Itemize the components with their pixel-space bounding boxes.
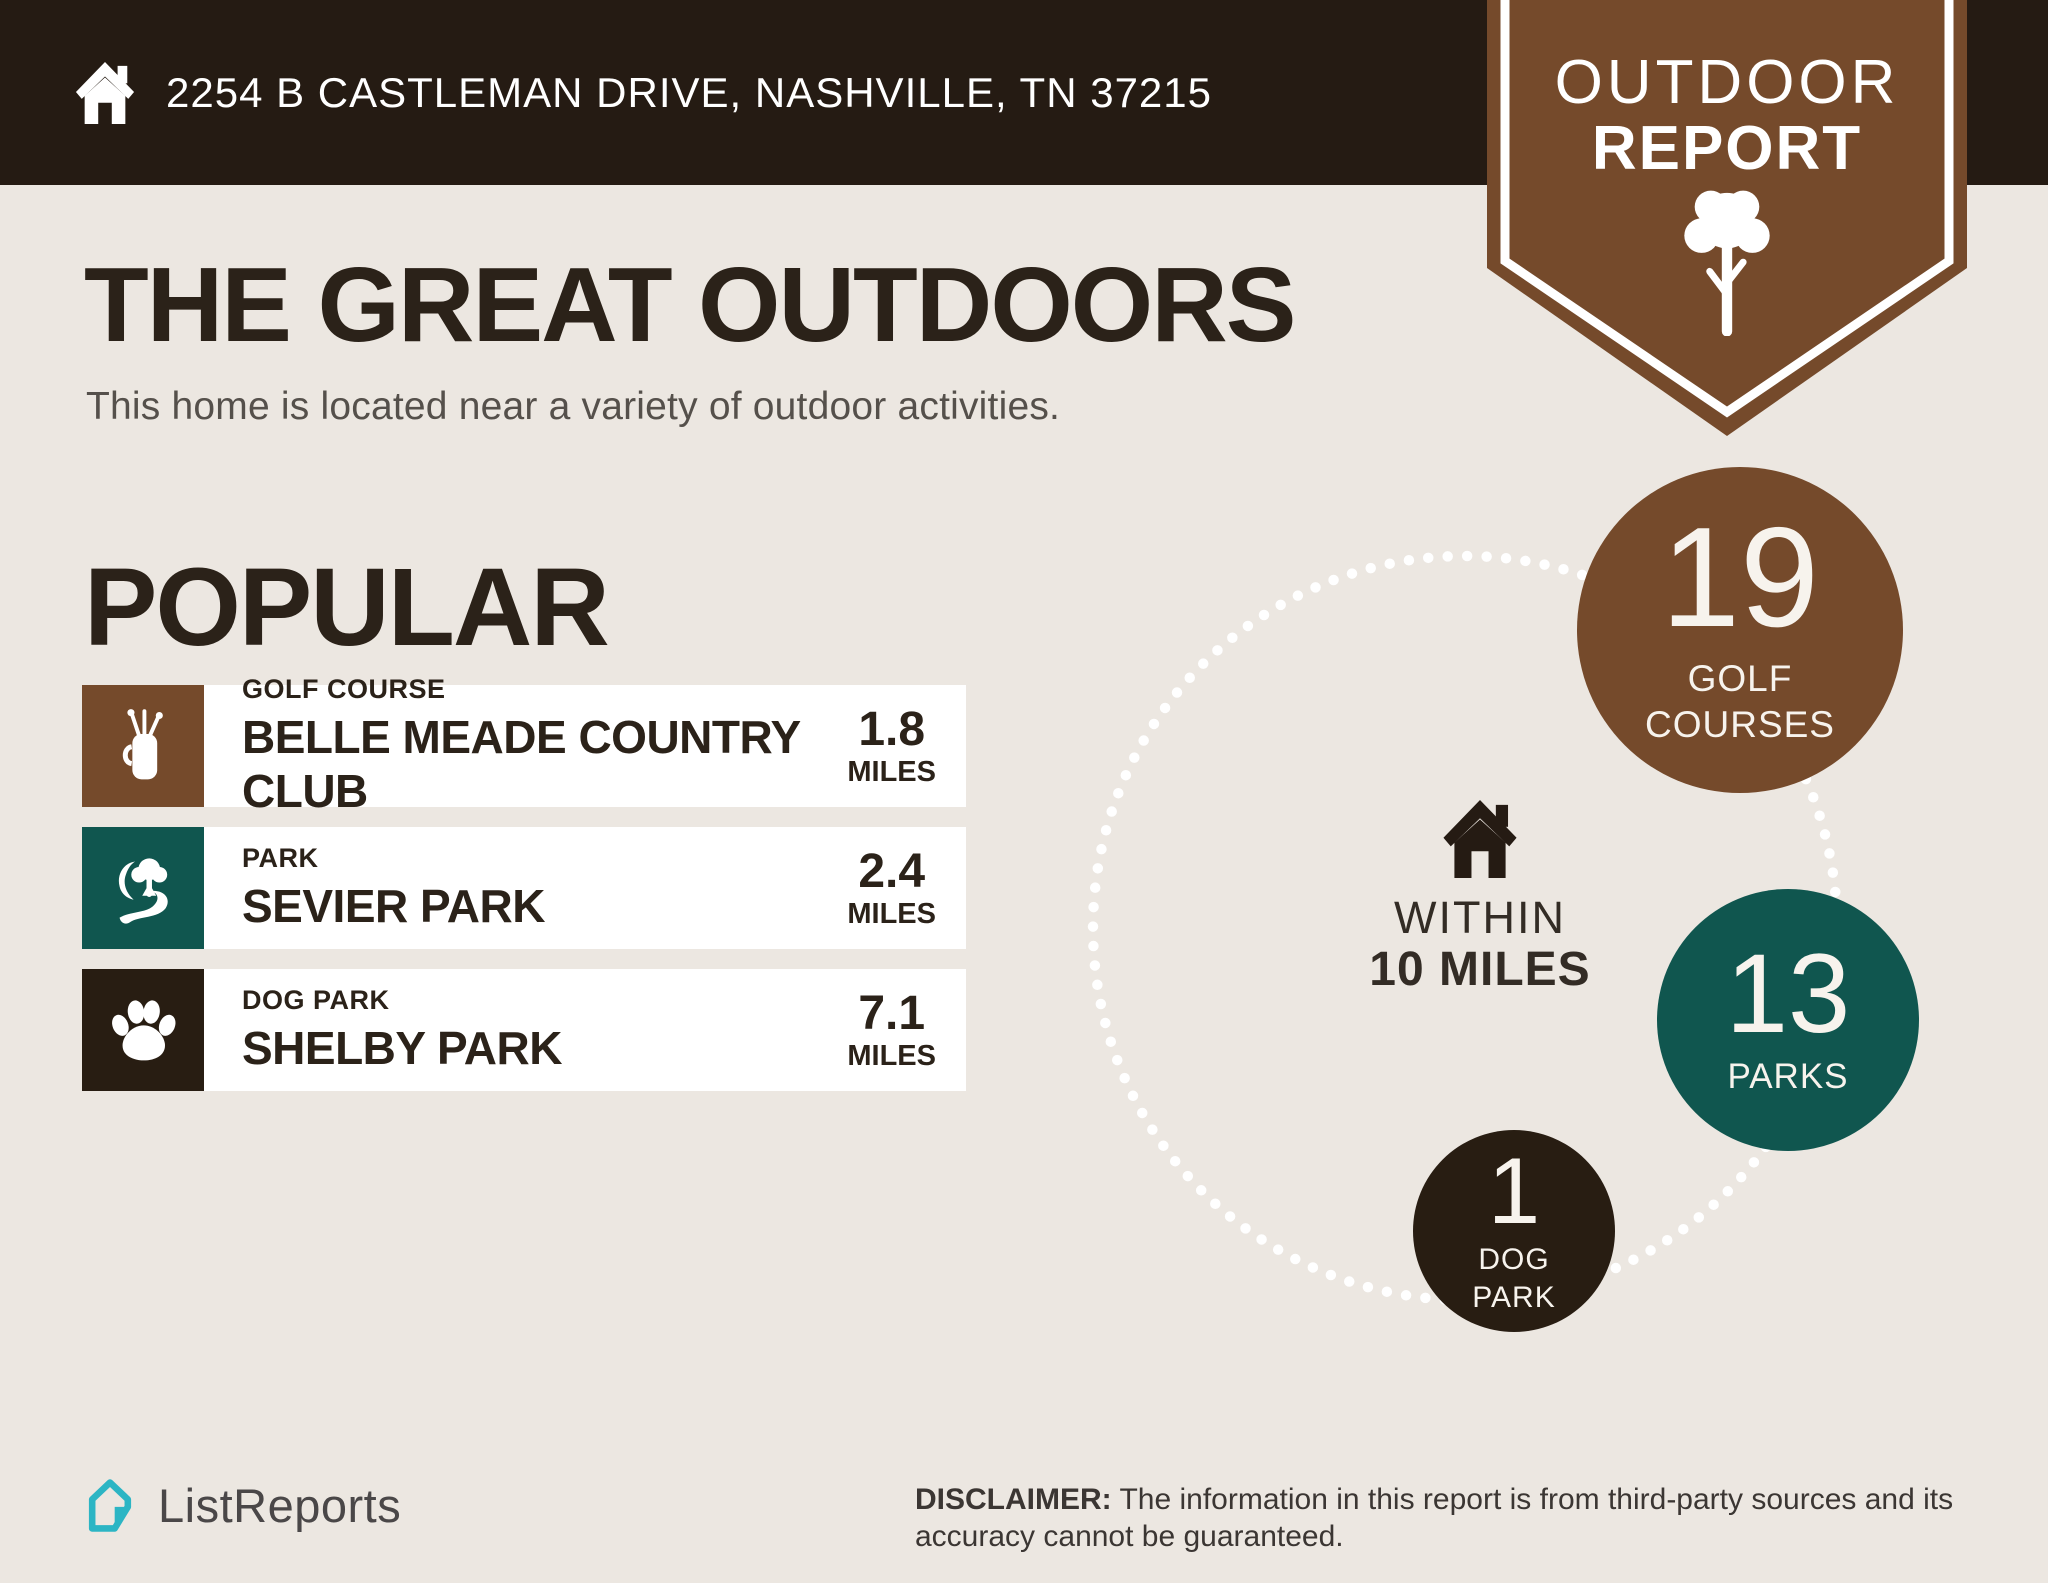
parks-bubble: 13 PARKS [1657, 889, 1919, 1151]
popular-list: GOLF COURSE BELLE MEADE COUNTRY CLUB 1.8… [82, 674, 966, 1111]
item-distance: 7.1 MILES [847, 986, 936, 1072]
listreports-brand: ListReports [80, 1474, 401, 1536]
home-icon [1443, 800, 1517, 878]
golf-bag-icon [82, 685, 204, 807]
list-item-golf-course: GOLF COURSE BELLE MEADE COUNTRY CLUB 1.8… [82, 674, 966, 817]
page-title: THE GREAT OUTDOORS [84, 246, 1296, 364]
within-line1: WITHIN [1394, 892, 1566, 943]
item-name: SHELBY PARK [242, 1022, 562, 1074]
page-subtitle: This home is located near a variety of o… [86, 385, 1061, 428]
listreports-logo-icon [88, 1479, 132, 1532]
banner-title-line2: REPORT [1591, 114, 1863, 183]
item-name: BELLE MEADE COUNTRY CLUB [242, 711, 800, 817]
list-item-park: PARK SEVIER PARK 2.4 MILES [82, 827, 966, 949]
list-item-body: DOG PARK SHELBY PARK 7.1 MILES [204, 969, 966, 1091]
disclaimer-text: DISCLAIMER: The information in this repo… [915, 1483, 1954, 1553]
disclaimer-label: DISCLAIMER: [915, 1483, 1112, 1516]
outdoor-report-banner: OUTDOOR REPORT [1487, 0, 1967, 460]
park-icon [82, 827, 204, 949]
dog-park-label: DOG PARK [1472, 1243, 1556, 1314]
within-10-miles-label: WITHIN 10 MILES [1300, 798, 1660, 994]
dog-park-count: 1 [1487, 1137, 1541, 1243]
popular-heading: POPULAR [84, 546, 610, 669]
brand-name: ListReports [158, 1478, 402, 1532]
golf-courses-label: GOLF COURSES [1645, 658, 1835, 746]
golf-courses-count: 19 [1661, 498, 1819, 658]
parks-label: PARKS [1727, 1057, 1849, 1097]
parks-count: 13 [1725, 930, 1851, 1056]
list-item-dog-park: DOG PARK SHELBY PARK 7.1 MILES [82, 969, 966, 1091]
item-category: PARK [242, 843, 319, 873]
home-icon [75, 61, 135, 124]
list-item-body: PARK SEVIER PARK 2.4 MILES [204, 827, 966, 949]
item-category: DOG PARK [242, 985, 390, 1015]
within-line2: 10 MILES [1369, 943, 1591, 996]
property-address: 2254 B CASTLEMAN DRIVE, NASHVILLE, TN 37… [166, 68, 1212, 116]
tree-icon [1684, 190, 1770, 336]
item-distance: 2.4 MILES [847, 844, 936, 930]
dog-park-bubble: 1 DOG PARK [1413, 1130, 1615, 1332]
golf-courses-bubble: 19 GOLF COURSES [1577, 467, 1903, 793]
item-name: SEVIER PARK [242, 880, 545, 932]
item-distance: 1.8 MILES [847, 702, 936, 788]
banner-title-line1: OUTDOOR [1554, 48, 1900, 117]
item-category: GOLF COURSE [242, 674, 446, 704]
paw-icon [82, 969, 204, 1091]
list-item-body: GOLF COURSE BELLE MEADE COUNTRY CLUB 1.8… [204, 674, 966, 817]
